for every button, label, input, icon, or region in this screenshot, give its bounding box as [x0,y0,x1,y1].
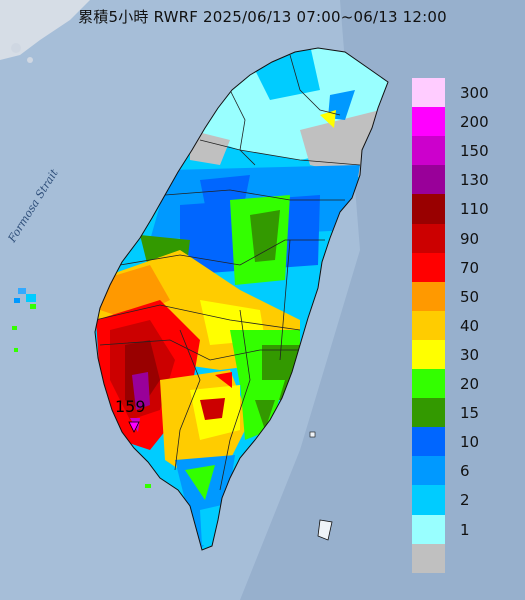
max-marker-icon [128,421,140,433]
legend-swatch [412,369,445,399]
legend-label: 200 [460,113,489,132]
legend-label: 10 [460,433,480,452]
legend-label: 30 [460,345,480,364]
legend-swatch [412,543,445,574]
legend-swatch [412,427,445,457]
legend-label: 90 [460,229,480,248]
legend-swatch [412,398,445,428]
max-value-label: 159 [115,397,146,416]
legend-label: 2 [460,491,470,510]
legend-label: 300 [460,84,489,102]
legend-swatch [412,194,445,224]
coastline [94,47,389,551]
mainland-coast [0,0,90,60]
legend-swatch [412,252,445,283]
orchid-island [317,519,333,541]
legend-label: 15 [460,404,480,423]
legend-swatch [412,107,445,137]
legend-label: 110 [460,200,489,219]
legend-swatch [412,136,445,166]
legend-swatch [412,78,445,108]
legend-swatch [412,281,445,312]
legend-label: 40 [460,316,480,335]
legend-swatch [412,223,445,254]
legend-label: 20 [460,375,480,393]
color-legend: 300 200 150 130 110 90 70 50 40 30 20 15 10 6 2 1 [412,78,507,574]
deep-sea-shading [240,0,525,600]
legend-swatch [412,485,445,515]
legend-label: 150 [460,142,489,161]
legend-swatch [412,339,445,370]
legend-swatch [412,310,445,341]
legend-swatch [412,514,445,545]
island-dot [27,57,33,63]
legend-label: 6 [460,462,470,481]
legend-swatch [412,456,445,486]
county-boundaries [95,54,361,491]
map-title: 累積5小時 RWRF 2025/06/13 07:00~06/13 12:00 [78,8,447,26]
island-dot [11,43,21,53]
green-island [309,431,316,438]
penghu-islands [12,288,36,352]
liuqiu-island [145,484,151,488]
legend-label: 50 [460,287,480,306]
legend-label: 1 [460,520,470,539]
legend-label: 130 [460,171,489,190]
legend-label: 70 [460,258,480,277]
legend-swatch [412,165,445,195]
